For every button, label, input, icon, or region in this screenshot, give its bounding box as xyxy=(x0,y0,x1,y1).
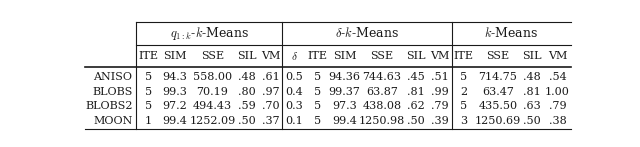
Text: .38: .38 xyxy=(548,116,566,126)
Text: 97.2: 97.2 xyxy=(163,101,188,111)
Text: 0.4: 0.4 xyxy=(285,87,303,97)
Text: .79: .79 xyxy=(431,101,449,111)
Text: VM: VM xyxy=(260,51,280,61)
Text: ITE: ITE xyxy=(454,51,474,61)
Text: .37: .37 xyxy=(262,116,279,126)
Text: 5: 5 xyxy=(460,72,467,82)
Text: VM: VM xyxy=(430,51,449,61)
Text: 94.3: 94.3 xyxy=(163,72,188,82)
Text: $\delta$: $\delta$ xyxy=(291,50,298,62)
Text: 5: 5 xyxy=(145,101,152,111)
Text: 1.00: 1.00 xyxy=(545,87,570,97)
Text: 1250.98: 1250.98 xyxy=(359,116,405,126)
Text: .63: .63 xyxy=(524,101,541,111)
Text: $\delta$-$k$-Means: $\delta$-$k$-Means xyxy=(335,26,399,40)
Text: 1252.09: 1252.09 xyxy=(189,116,236,126)
Text: BLOBS: BLOBS xyxy=(92,87,132,97)
Text: 1250.69: 1250.69 xyxy=(475,116,521,126)
Text: 5: 5 xyxy=(314,101,321,111)
Text: 0.1: 0.1 xyxy=(285,116,303,126)
Text: ITE: ITE xyxy=(138,51,158,61)
Text: 5: 5 xyxy=(145,72,152,82)
Text: 5: 5 xyxy=(145,87,152,97)
Text: SSE: SSE xyxy=(201,51,224,61)
Text: 1: 1 xyxy=(145,116,152,126)
Text: 70.19: 70.19 xyxy=(196,87,228,97)
Text: .99: .99 xyxy=(431,87,449,97)
Text: .54: .54 xyxy=(548,72,566,82)
Text: .97: .97 xyxy=(262,87,279,97)
Text: 5: 5 xyxy=(314,87,321,97)
Text: SIL: SIL xyxy=(406,51,426,61)
Text: .81: .81 xyxy=(524,87,541,97)
Text: .79: .79 xyxy=(548,101,566,111)
Text: 5: 5 xyxy=(314,72,321,82)
Text: 3: 3 xyxy=(460,116,467,126)
Text: 438.08: 438.08 xyxy=(362,101,401,111)
Text: .50: .50 xyxy=(238,116,256,126)
Text: .80: .80 xyxy=(238,87,256,97)
Text: $k$-Means: $k$-Means xyxy=(484,26,538,40)
Text: .45: .45 xyxy=(408,72,425,82)
Text: 97.3: 97.3 xyxy=(332,101,357,111)
Text: MOON: MOON xyxy=(93,116,132,126)
Text: SIL: SIL xyxy=(237,51,257,61)
Text: 99.4: 99.4 xyxy=(163,116,188,126)
Text: 94.36: 94.36 xyxy=(328,72,360,82)
Text: 63.47: 63.47 xyxy=(482,87,514,97)
Text: SSE: SSE xyxy=(371,51,394,61)
Text: 435.50: 435.50 xyxy=(478,101,517,111)
Text: 5: 5 xyxy=(460,101,467,111)
Text: SIM: SIM xyxy=(333,51,356,61)
Text: .61: .61 xyxy=(262,72,279,82)
Text: .81: .81 xyxy=(408,87,425,97)
Text: 744.63: 744.63 xyxy=(362,72,401,82)
Text: .48: .48 xyxy=(524,72,541,82)
Text: 99.37: 99.37 xyxy=(328,87,360,97)
Text: 494.43: 494.43 xyxy=(193,101,232,111)
Text: .48: .48 xyxy=(238,72,256,82)
Text: ITE: ITE xyxy=(308,51,328,61)
Text: 558.00: 558.00 xyxy=(193,72,232,82)
Text: .59: .59 xyxy=(238,101,256,111)
Text: BLOBS2: BLOBS2 xyxy=(85,101,132,111)
Text: .50: .50 xyxy=(408,116,425,126)
Text: VM: VM xyxy=(548,51,567,61)
Text: .39: .39 xyxy=(431,116,449,126)
Text: SSE: SSE xyxy=(486,51,509,61)
Text: 99.4: 99.4 xyxy=(332,116,357,126)
Text: 0.5: 0.5 xyxy=(285,72,303,82)
Text: 714.75: 714.75 xyxy=(478,72,517,82)
Text: .62: .62 xyxy=(408,101,425,111)
Text: $q_{1:k}$-$k$-Means: $q_{1:k}$-$k$-Means xyxy=(170,25,249,42)
Text: 63.87: 63.87 xyxy=(366,87,398,97)
Text: SIM: SIM xyxy=(163,51,187,61)
Text: .50: .50 xyxy=(524,116,541,126)
Text: 5: 5 xyxy=(314,116,321,126)
Text: .70: .70 xyxy=(262,101,279,111)
Text: 2: 2 xyxy=(460,87,467,97)
Text: .51: .51 xyxy=(431,72,449,82)
Text: 99.3: 99.3 xyxy=(163,87,188,97)
Text: ANISO: ANISO xyxy=(93,72,132,82)
Text: SIL: SIL xyxy=(522,51,542,61)
Text: 0.3: 0.3 xyxy=(285,101,303,111)
